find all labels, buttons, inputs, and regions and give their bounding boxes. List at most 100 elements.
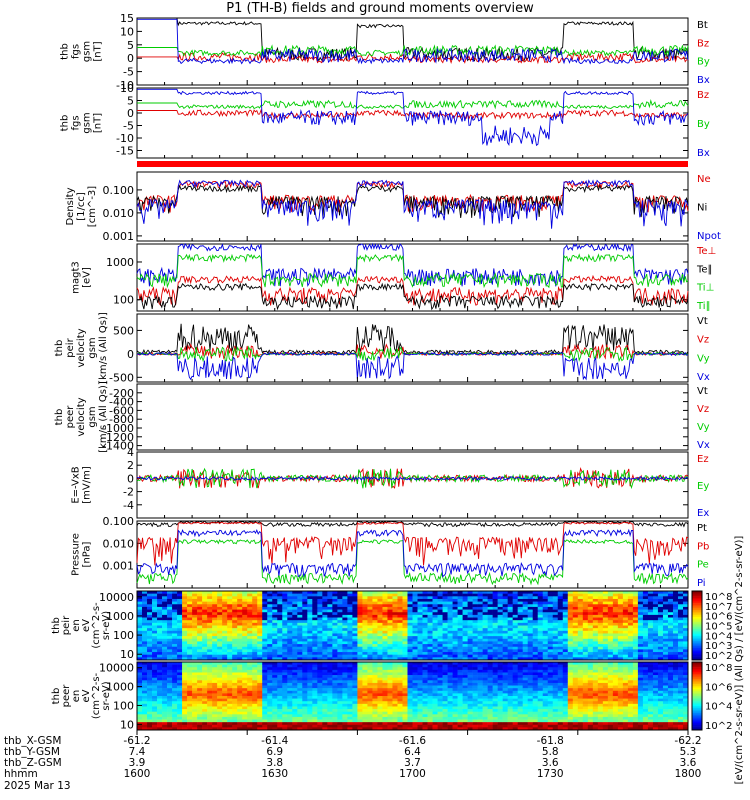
spec-cell	[327, 596, 333, 600]
spec-cell	[142, 722, 148, 726]
spec-cell	[632, 620, 639, 624]
spec-cell	[247, 622, 253, 626]
spec-cell	[167, 672, 173, 676]
spec-cell	[302, 633, 308, 637]
spec-cell	[412, 711, 418, 715]
spec-cell	[262, 724, 268, 728]
spec-cell	[372, 714, 378, 718]
spec-cell	[647, 654, 654, 658]
spec-cell	[672, 622, 679, 626]
spec-cell	[587, 598, 594, 602]
spec-cell	[422, 633, 428, 637]
spec-cell	[307, 596, 313, 600]
spec-cell	[282, 641, 288, 645]
spec-cell	[537, 628, 544, 632]
spec-cell	[217, 644, 223, 648]
spec-cell	[677, 633, 684, 637]
spec-cell	[147, 630, 153, 634]
spec-cell	[332, 641, 338, 645]
spec-cell	[292, 633, 298, 637]
spec-cell	[297, 677, 303, 681]
spec-cell	[212, 669, 218, 673]
spec-cell	[152, 682, 158, 686]
spec-cell	[447, 703, 453, 707]
spec-cell	[242, 669, 248, 673]
spec-cell	[412, 641, 418, 645]
y-axis-label: gsm	[87, 406, 98, 427]
spec-cell	[432, 652, 438, 655]
spec-cell	[307, 614, 313, 618]
spec-cell	[152, 669, 158, 673]
spec-cell	[447, 625, 453, 629]
spec-cell	[287, 719, 293, 723]
spec-cell	[622, 609, 629, 613]
spec-cell	[392, 685, 398, 689]
spec-cell	[462, 644, 468, 648]
spec-cell	[252, 714, 258, 718]
panel-frame	[136, 383, 689, 451]
spec-cell	[492, 630, 498, 634]
spec-cell	[257, 638, 263, 642]
spec-cell	[232, 646, 238, 650]
spec-cell	[627, 617, 634, 621]
spec-cell	[497, 657, 503, 661]
spec-cell	[392, 682, 398, 686]
spec-cell	[347, 649, 353, 653]
spec-cell	[487, 596, 493, 600]
spec-cell	[137, 596, 143, 600]
spec-cell	[597, 593, 604, 597]
spec-cell	[377, 698, 383, 702]
spec-cell	[242, 646, 248, 650]
spec-cell	[447, 722, 453, 726]
spec-cell	[427, 664, 433, 668]
colorbar-cell	[692, 592, 702, 595]
series-green	[136, 467, 689, 490]
spec-cell	[447, 711, 453, 715]
spec-cell	[337, 598, 343, 602]
spec-cell	[497, 604, 503, 608]
spec-cell	[227, 636, 233, 640]
spec-cell	[372, 677, 378, 681]
spec-cell	[197, 598, 203, 602]
spec-cell	[137, 693, 143, 697]
spec-cell	[312, 709, 318, 712]
spec-cell	[187, 633, 193, 637]
spec-cell	[312, 646, 318, 650]
spec-cell	[472, 625, 478, 629]
spec-cell	[482, 636, 488, 640]
spec-cell	[247, 657, 253, 661]
spec-cell	[457, 688, 463, 692]
spec-cell	[387, 646, 393, 650]
colorbar-cell	[692, 603, 702, 606]
spec-cell	[447, 641, 453, 645]
spec-cell	[177, 633, 183, 637]
spec-cell	[377, 672, 383, 676]
spec-cell	[352, 625, 358, 629]
spec-cell	[422, 703, 428, 707]
spec-cell	[222, 636, 228, 640]
spec-cell	[402, 636, 408, 640]
spec-cell	[182, 722, 188, 726]
spec-cell	[522, 644, 529, 648]
spec-cell	[287, 677, 293, 681]
spec-cell	[597, 630, 604, 634]
spec-cell	[677, 638, 684, 642]
spec-cell	[427, 696, 433, 699]
colorbar-cell	[692, 613, 702, 616]
spec-cell	[422, 641, 428, 645]
spec-cell	[437, 630, 443, 634]
spec-cell	[142, 685, 148, 689]
spec-cell	[382, 677, 388, 681]
spec-cell	[167, 669, 173, 673]
spec-cell	[347, 644, 353, 648]
spec-cell	[202, 724, 208, 728]
spec-cell	[252, 612, 258, 616]
spec-cell	[572, 596, 579, 600]
spec-cell	[612, 596, 619, 600]
spec-cell	[297, 622, 303, 626]
spec-cell	[282, 646, 288, 650]
spec-cell	[327, 620, 333, 624]
spec-cell	[292, 714, 298, 718]
spec-cell	[152, 633, 158, 637]
spec-cell	[277, 628, 283, 632]
